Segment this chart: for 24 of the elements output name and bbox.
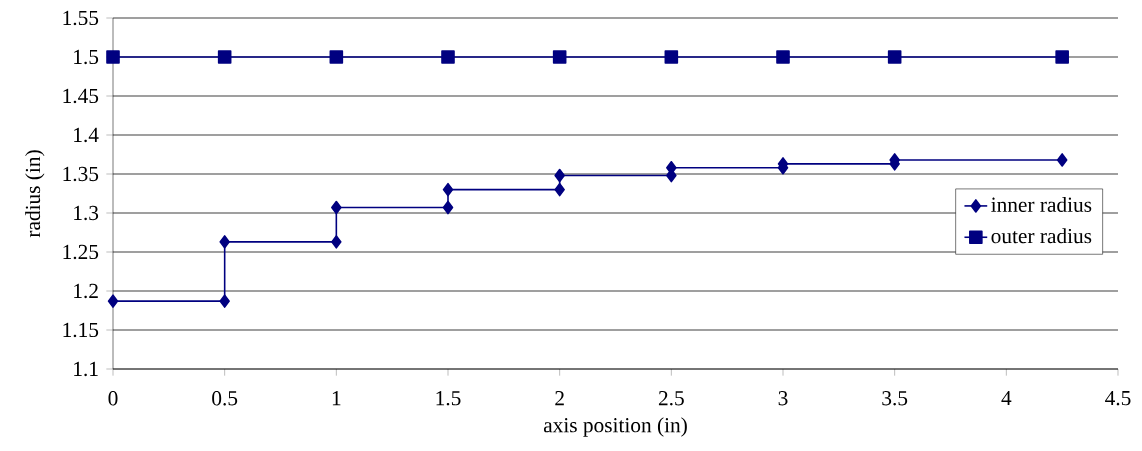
x-tick-label: 2.5 (658, 391, 684, 406)
y-axis-title: radius (in) (25, 150, 45, 238)
x-tick-label: 2 (555, 391, 564, 406)
y-tick-label: 1.4 (74, 127, 99, 143)
y-tick-label: 1.5 (74, 49, 99, 65)
x-tick-label: 1 (332, 391, 341, 406)
x-tick-label: 3.5 (882, 391, 908, 406)
x-tick-label: 4.5 (1105, 391, 1131, 406)
x-tick-label: 3 (778, 391, 788, 406)
x-tick-label: 1.5 (436, 391, 461, 406)
y-tick-label: 1.1 (74, 361, 98, 377)
y-tick-label: 1.45 (63, 88, 99, 104)
y-tick-label: 1.55 (63, 10, 99, 26)
y-tick-label: 1.25 (63, 244, 99, 260)
x-tick-label: 0 (108, 391, 118, 406)
x-tick-label: 4 (1001, 391, 1012, 406)
x-axis-title: axis position (in) (543, 417, 687, 437)
y-tick-label: 1.2 (74, 283, 98, 299)
legend-label: outer radius (991, 228, 1092, 244)
y-tick-label: 1.15 (63, 322, 99, 338)
y-tick-label: 1.35 (63, 166, 99, 182)
x-tick-label: 0.5 (212, 391, 238, 406)
y-tick-label: 1.3 (74, 205, 99, 221)
legend-label: inner radius (991, 196, 1092, 212)
